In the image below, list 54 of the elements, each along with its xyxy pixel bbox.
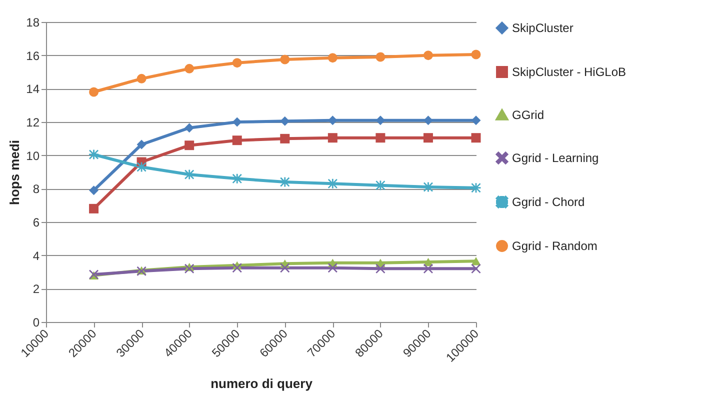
y-tick-label: 4 xyxy=(32,248,40,263)
point xyxy=(232,174,242,184)
point xyxy=(376,133,386,143)
point xyxy=(471,257,481,266)
point xyxy=(232,58,242,68)
point xyxy=(136,74,146,84)
point xyxy=(423,133,433,143)
point xyxy=(328,116,338,126)
legend-label: SkipCluster xyxy=(512,21,574,35)
point xyxy=(376,52,386,62)
point xyxy=(376,180,386,190)
point xyxy=(328,263,338,273)
y-tick-label: 0 xyxy=(32,316,40,330)
point xyxy=(280,134,290,144)
point xyxy=(184,123,194,133)
y-tick-label: 10 xyxy=(26,148,40,163)
point xyxy=(184,64,194,74)
point xyxy=(232,136,242,146)
point xyxy=(136,140,146,150)
point xyxy=(471,133,481,143)
point xyxy=(328,53,338,63)
point xyxy=(423,264,433,274)
y-tick-label: 16 xyxy=(26,48,40,63)
point xyxy=(280,116,290,126)
y-tick-label: 2 xyxy=(32,282,40,296)
x-axis-title: numero di query xyxy=(210,376,314,392)
legend-label: GGrid xyxy=(512,108,544,122)
legend-label: Ggrid - Learning xyxy=(512,151,599,165)
legend-label: Ggrid - Random xyxy=(512,239,598,253)
point xyxy=(232,117,242,127)
point xyxy=(89,186,99,196)
point xyxy=(471,50,481,60)
point xyxy=(89,204,99,214)
point xyxy=(328,178,338,188)
point xyxy=(280,263,290,273)
y-tick-label: 18 xyxy=(26,16,40,30)
legend-label: SkipCluster - HiGLoB xyxy=(512,65,626,79)
y-tick-label: 8 xyxy=(32,182,40,196)
point xyxy=(471,116,481,126)
point xyxy=(89,87,99,97)
y-axis-title: hops medi xyxy=(7,140,22,206)
point xyxy=(376,264,386,274)
point xyxy=(232,263,242,273)
y-tick-label: 6 xyxy=(32,216,40,230)
point xyxy=(423,50,433,60)
y-tick-label: 14 xyxy=(26,82,40,96)
point xyxy=(328,133,338,143)
y-tick-label: 12 xyxy=(26,116,40,130)
point xyxy=(280,54,290,64)
point xyxy=(184,140,194,150)
point xyxy=(376,116,386,126)
legend-label: Ggrid - Chord xyxy=(512,195,585,209)
point xyxy=(471,264,481,274)
point xyxy=(423,116,433,126)
